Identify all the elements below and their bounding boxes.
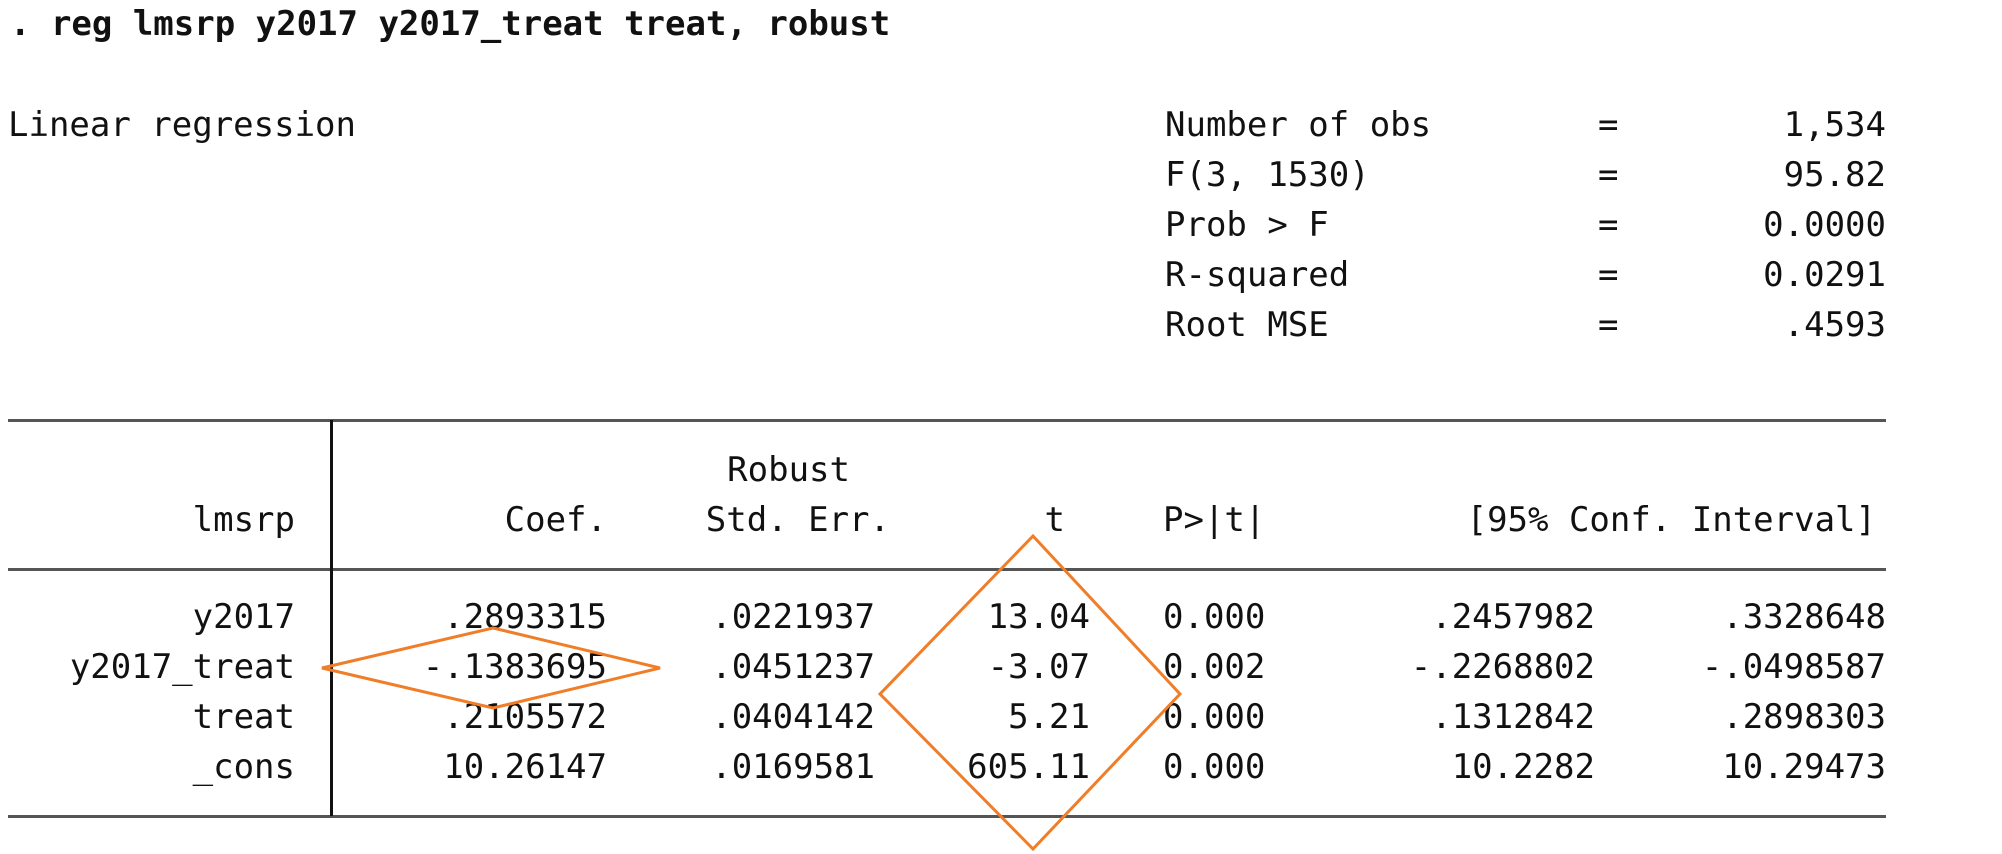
cell-p: 0.000 xyxy=(1163,697,1266,737)
cell-t: 5.21 xyxy=(1008,697,1090,737)
stat-value-probf: 0.0000 xyxy=(1763,205,1886,245)
row-name: treat xyxy=(192,697,295,737)
cell-coef: .2105572 xyxy=(443,697,607,737)
stat-label-probf: Prob > F xyxy=(1165,205,1329,245)
cell-se: .0169581 xyxy=(711,747,875,787)
cell-t: 605.11 xyxy=(967,747,1090,787)
cell-ci-lo: -.2268802 xyxy=(1410,647,1595,687)
cell-ci-hi: -.0498587 xyxy=(1701,647,1886,687)
row-name: y2017_treat xyxy=(69,647,295,687)
diamond-t-highlight xyxy=(877,533,1183,852)
cell-ci-hi: .2898303 xyxy=(1722,697,1886,737)
stat-value-nobs: 1,534 xyxy=(1783,105,1886,145)
cell-p: 0.002 xyxy=(1163,647,1266,687)
table-top-rule xyxy=(8,419,1886,422)
cell-t: -3.07 xyxy=(987,647,1090,687)
stat-label-nobs: Number of obs xyxy=(1165,105,1432,145)
cell-se: .0404142 xyxy=(711,697,875,737)
cell-coef: .2893315 xyxy=(443,597,607,637)
header-t: t xyxy=(1044,500,1065,540)
stat-eq-rsq: = xyxy=(1598,255,1619,295)
stat-eq-f: = xyxy=(1598,155,1619,195)
header-p: P>|t| xyxy=(1163,500,1266,540)
stat-eq-nobs: = xyxy=(1598,105,1619,145)
model-title: Linear regression xyxy=(8,105,356,145)
cell-p: 0.000 xyxy=(1163,747,1266,787)
header-robust: Robust xyxy=(727,450,850,490)
cell-p: 0.000 xyxy=(1163,597,1266,637)
table-column-divider xyxy=(330,420,333,816)
cell-ci-lo: 10.2282 xyxy=(1451,747,1595,787)
row-name: _cons xyxy=(192,747,295,787)
stat-label-rsq: R-squared xyxy=(1165,255,1350,295)
header-std-err: Std. Err. xyxy=(705,500,890,540)
cell-coef: 10.26147 xyxy=(443,747,607,787)
cell-t: 13.04 xyxy=(987,597,1090,637)
command-line: . reg lmsrp y2017 y2017_treat treat, rob… xyxy=(10,4,891,44)
stat-label-f: F(3, 1530) xyxy=(1165,155,1370,195)
row-name: y2017 xyxy=(192,597,295,637)
stat-value-rsq: 0.0291 xyxy=(1763,255,1886,295)
stat-value-rmse: .4593 xyxy=(1783,305,1886,345)
cell-ci-hi: 10.29473 xyxy=(1722,747,1886,787)
table-header-rule xyxy=(8,568,1886,571)
cell-se: .0451237 xyxy=(711,647,875,687)
header-conf-interval: [95% Conf. Interval] xyxy=(1466,500,1876,540)
stat-value-f: 95.82 xyxy=(1783,155,1886,195)
table-bottom-rule xyxy=(8,815,1886,818)
stat-label-rmse: Root MSE xyxy=(1165,305,1329,345)
stat-eq-probf: = xyxy=(1598,205,1619,245)
cell-ci-lo: .1312842 xyxy=(1431,697,1595,737)
header-dep-var: lmsrp xyxy=(192,500,295,540)
cell-ci-hi: .3328648 xyxy=(1722,597,1886,637)
stat-eq-rmse: = xyxy=(1598,305,1619,345)
cell-se: .0221937 xyxy=(711,597,875,637)
cell-ci-lo: .2457982 xyxy=(1431,597,1595,637)
cell-coef: -.1383695 xyxy=(422,647,607,687)
header-coef: Coef. xyxy=(504,500,607,540)
